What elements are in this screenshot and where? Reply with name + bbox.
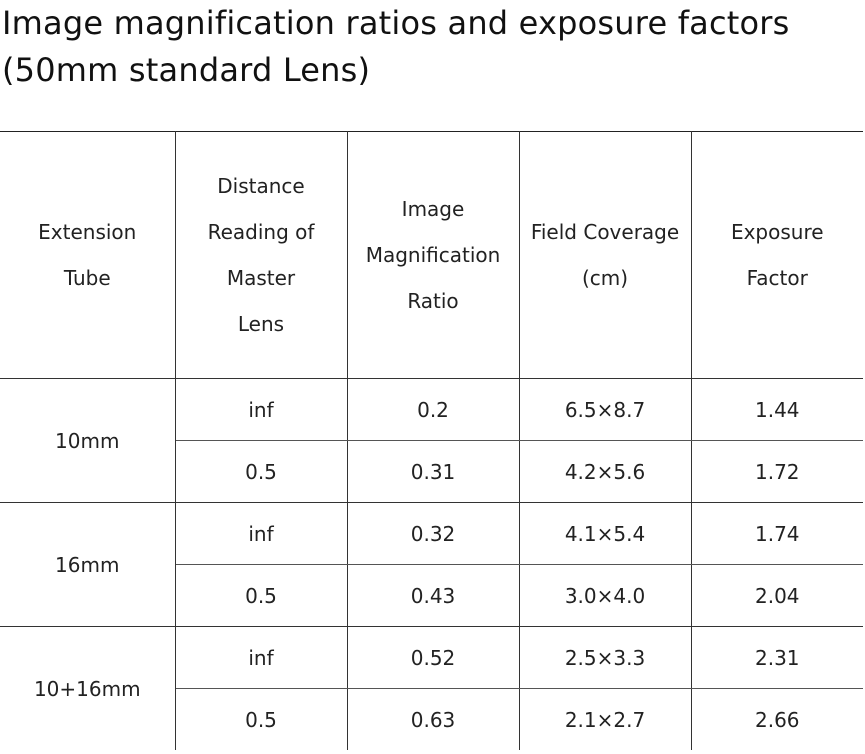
magnification-table: Extension Tube Distance Reading of Maste… bbox=[0, 131, 863, 750]
distance-cell: 0.5 bbox=[175, 440, 348, 503]
field-cell: 4.1×5.4 bbox=[518, 502, 692, 565]
table-row: 10mm inf 0.2 6.5×8.7 1.44 bbox=[0, 378, 863, 503]
exposure-cell: 1.72 bbox=[690, 440, 863, 503]
ratio-cell: 0.52 bbox=[346, 626, 520, 689]
exposure-cell: 2.31 bbox=[690, 626, 863, 689]
distance-cell: 0.5 bbox=[175, 564, 348, 627]
exposure-cell: 2.04 bbox=[690, 564, 863, 627]
tube-cell: 16mm bbox=[0, 502, 176, 627]
title-line-1: Image magnification ratios and exposure … bbox=[2, 4, 790, 42]
header-field-coverage: Field Coverage (cm) bbox=[518, 131, 692, 379]
table-row: 10+16mm inf 0.52 2.5×3.3 2.31 bbox=[0, 626, 863, 750]
ratio-cell: 0.63 bbox=[346, 688, 520, 750]
table-header-row: Extension Tube Distance Reading of Maste… bbox=[0, 131, 863, 379]
title-line-2: (50mm standard Lens) bbox=[2, 51, 371, 89]
distance-cell: 0.5 bbox=[175, 688, 348, 750]
distance-cell: inf bbox=[174, 502, 348, 565]
field-cell: 6.5×8.7 bbox=[518, 378, 692, 441]
exposure-cell: 1.74 bbox=[690, 502, 863, 565]
ratio-cell: 0.32 bbox=[346, 502, 520, 565]
table-row: 0.5 0.63 2.1×2.7 2.66 bbox=[0, 688, 863, 750]
header-magnification-ratio: Image Magnification Ratio bbox=[346, 131, 520, 379]
page-title: Image magnification ratios and exposure … bbox=[2, 0, 862, 94]
ratio-cell: 0.31 bbox=[346, 440, 520, 503]
field-cell: 2.5×3.3 bbox=[518, 626, 692, 689]
exposure-cell: 2.66 bbox=[690, 688, 863, 750]
header-exposure-factor: Exposure Factor bbox=[690, 131, 863, 379]
table-row: 0.5 0.43 3.0×4.0 2.04 bbox=[0, 564, 863, 627]
ratio-cell: 0.43 bbox=[346, 564, 520, 627]
header-distance-reading: Distance Reading of Master Lens bbox=[174, 131, 348, 379]
tube-cell: 10mm bbox=[0, 378, 176, 503]
table-row: 0.5 0.31 4.2×5.6 1.72 bbox=[0, 440, 863, 503]
tube-cell: 10+16mm bbox=[0, 626, 176, 750]
table-row: 16mm inf 0.32 4.1×5.4 1.74 bbox=[0, 502, 863, 627]
distance-cell: inf bbox=[174, 378, 348, 441]
distance-cell: inf bbox=[174, 626, 348, 689]
header-extension-tube: Extension Tube bbox=[0, 131, 176, 379]
field-cell: 2.1×2.7 bbox=[518, 688, 692, 750]
field-cell: 4.2×5.6 bbox=[518, 440, 692, 503]
exposure-cell: 1.44 bbox=[690, 378, 863, 441]
field-cell: 3.0×4.0 bbox=[518, 564, 692, 627]
ratio-cell: 0.2 bbox=[346, 378, 520, 441]
